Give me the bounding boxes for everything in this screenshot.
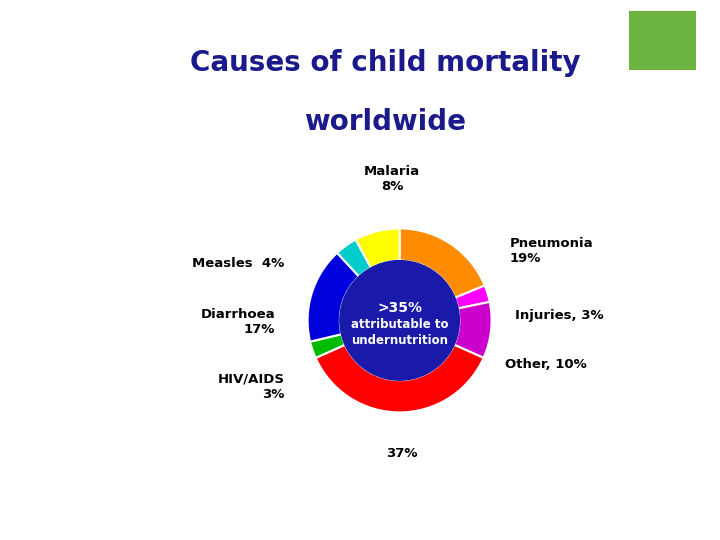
- Wedge shape: [337, 240, 371, 276]
- Wedge shape: [356, 228, 400, 268]
- Text: Other, 10%: Other, 10%: [505, 358, 587, 371]
- Text: 37%: 37%: [386, 447, 417, 461]
- Text: Malaria
8%: Malaria 8%: [364, 165, 420, 193]
- Wedge shape: [310, 334, 345, 358]
- Text: >35%: >35%: [377, 301, 422, 314]
- Text: undernutrition: undernutrition: [351, 334, 448, 347]
- Text: A: A: [15, 148, 63, 208]
- Bar: [629, 11, 696, 70]
- Circle shape: [340, 261, 459, 380]
- Text: Diarrhoea
17%: Diarrhoea 17%: [201, 308, 276, 336]
- Text: worldwide: worldwide: [305, 108, 467, 136]
- Text: P: P: [17, 392, 61, 451]
- Text: Pneumonia
19%: Pneumonia 19%: [510, 238, 593, 265]
- Bar: [50, 0, 112, 205]
- Wedge shape: [315, 345, 484, 413]
- Wedge shape: [455, 286, 490, 308]
- Wedge shape: [400, 228, 485, 298]
- Text: HIV/AIDS
3%: HIV/AIDS 3%: [217, 373, 284, 401]
- Text: Causes of child mortality: Causes of child mortality: [190, 49, 581, 77]
- Text: Measles  4%: Measles 4%: [192, 257, 284, 270]
- Text: Injuries, 3%: Injuries, 3%: [515, 309, 603, 322]
- Wedge shape: [307, 253, 359, 342]
- Text: A: A: [15, 230, 63, 289]
- Text: UNICEF: UNICEF: [22, 512, 55, 521]
- Wedge shape: [454, 302, 492, 358]
- Text: attributable to: attributable to: [351, 318, 449, 330]
- Text: C: C: [17, 68, 61, 127]
- Text: D: D: [14, 310, 65, 370]
